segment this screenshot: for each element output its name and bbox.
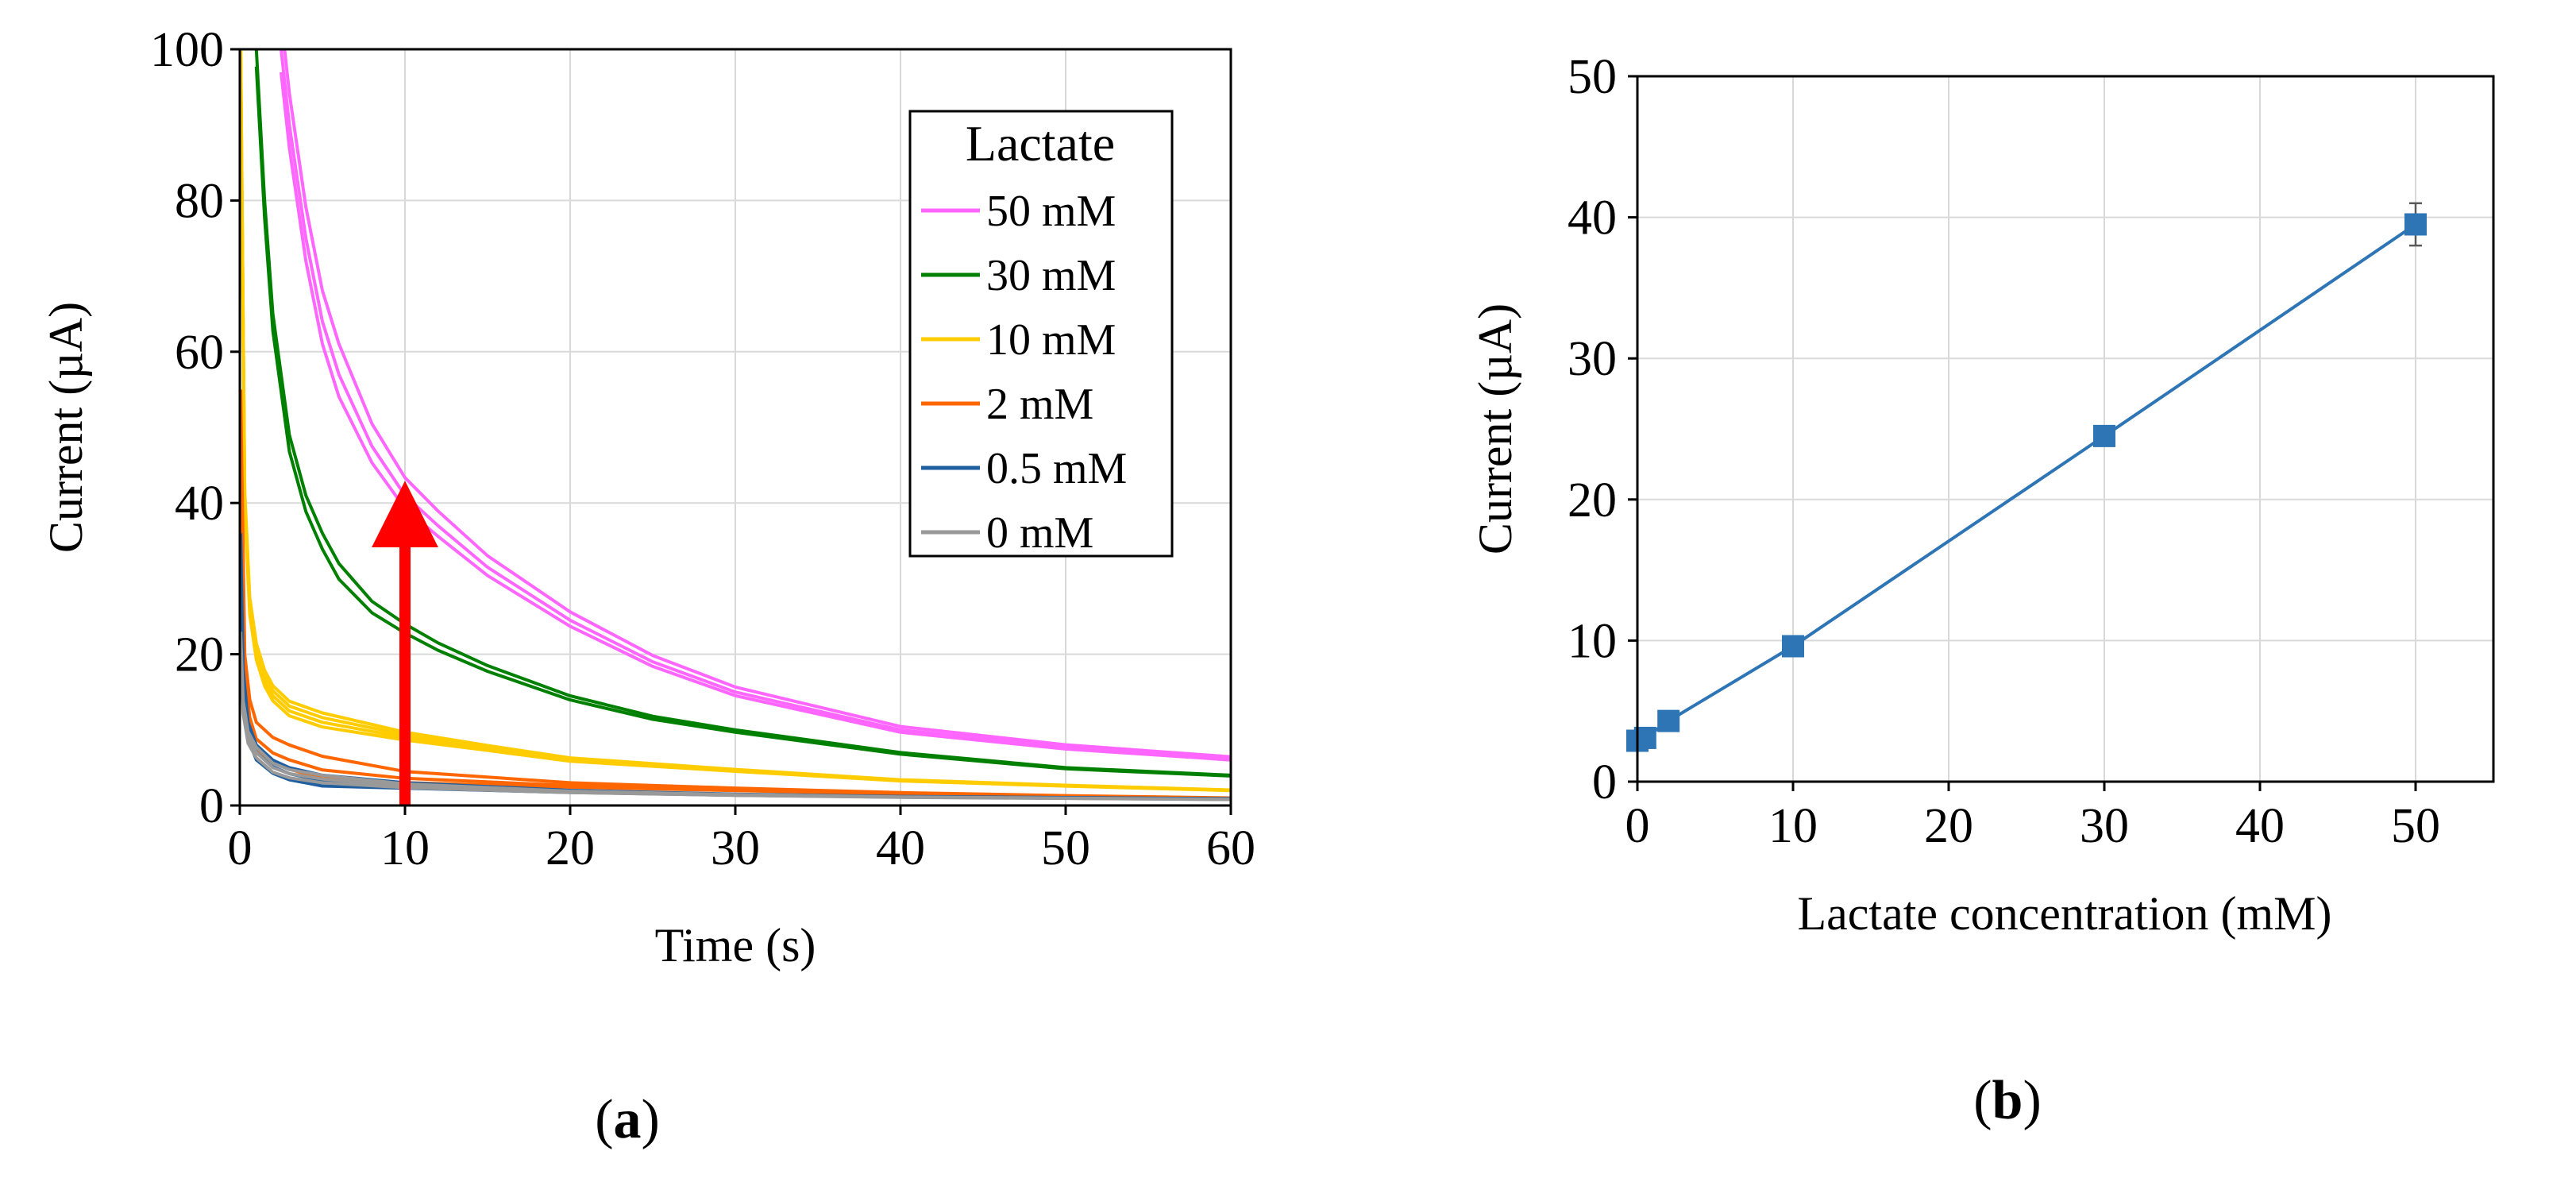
data-point-marker	[2404, 213, 2427, 236]
legend-label-10-mm: 10 mM	[986, 315, 1116, 365]
y-tick-label-a: 100	[150, 23, 224, 77]
legend-items: 50 mM 30 mM 10 mM 2 mM 0.5 mM 0 mM	[921, 187, 1127, 558]
y-tick-label-a: 0	[199, 779, 224, 833]
plot-area-b	[1637, 76, 2493, 782]
axis-ticks-b: 0 10 20 30 40 50 0 10 20 30 40 50	[1568, 50, 2440, 853]
y-tick-label-a: 60	[175, 326, 224, 380]
legend-title: Lactate	[966, 115, 1115, 172]
y-tick-label-b: 20	[1568, 473, 1617, 527]
data-point-marker	[1657, 709, 1680, 732]
x-tick-label-a: 10	[380, 821, 430, 875]
x-tick-label-a: 60	[1206, 821, 1255, 875]
x-tick-label-a: 50	[1041, 821, 1090, 875]
legend-a: Lactate 50 mM 30 mM 10 mM 2 mM 0.5 mM 0 mM	[908, 110, 1174, 558]
chart-panel-b: 0 10 20 30 40 50 0 10 20 30 40 50 Lactate concentra…	[1469, 50, 2495, 1131]
y-tick-label-b: 30	[1568, 332, 1617, 386]
x-tick-label-b: 40	[2235, 799, 2285, 853]
x-tick-label-b: 0	[1625, 799, 1650, 853]
y-tick-label-a: 80	[175, 174, 224, 228]
x-tick-label-b: 20	[1924, 799, 1973, 853]
y-axis-label-a: Current (µA)	[40, 302, 92, 553]
legend-label-30-mm: 30 mM	[986, 251, 1116, 300]
y-tick-label-b: 50	[1568, 50, 1617, 104]
panel-label-a: (a)	[595, 1089, 660, 1150]
plot-frame-b	[1636, 75, 2495, 783]
legend-label-50-mm: 50 mM	[986, 187, 1116, 236]
y-tick-label-a: 20	[175, 628, 224, 682]
y-tick-label-b: 40	[1568, 191, 1617, 245]
x-tick-label-a: 40	[876, 821, 925, 875]
chart-panel-a: 0 10 20 30 40 50 60 0 20 40 60 80 100 Lactate 50 mM 3…	[40, 23, 1255, 1150]
legend-label-0-mm: 0 mM	[986, 508, 1093, 558]
y-tick-label-a: 40	[175, 477, 224, 531]
data-point-marker	[2093, 424, 2115, 447]
x-tick-label-b: 50	[2391, 799, 2440, 853]
series-line-0-mm-rep3	[240, 632, 1231, 802]
x-axis-label-b: Lactate concentration (mM)	[1797, 887, 2331, 940]
y-tick-label-b: 10	[1568, 614, 1617, 668]
legend-label-0p5-mm: 0.5 mM	[986, 444, 1127, 493]
series-line-10-mm-rep4	[240, 49, 1231, 792]
x-tick-label-b: 10	[1768, 799, 1818, 853]
x-tick-label-a: 0	[228, 821, 253, 875]
axis-ticks-a: 0 10 20 30 40 50 60 0 20 40 60 80 100	[150, 23, 1255, 875]
x-axis-label-a: Time (s)	[655, 919, 816, 971]
x-tick-label-a: 20	[546, 821, 595, 875]
y-axis-label-b: Current (µA)	[1469, 303, 1521, 554]
x-tick-label-b: 30	[2080, 799, 2129, 853]
panel-label-b: (b)	[1973, 1070, 2042, 1131]
x-tick-label-a: 30	[711, 821, 760, 875]
data-point-marker	[1782, 635, 1804, 658]
y-tick-label-b: 0	[1592, 755, 1617, 809]
legend-box	[908, 110, 1174, 558]
legend-label-2-mm: 2 mM	[986, 380, 1093, 429]
